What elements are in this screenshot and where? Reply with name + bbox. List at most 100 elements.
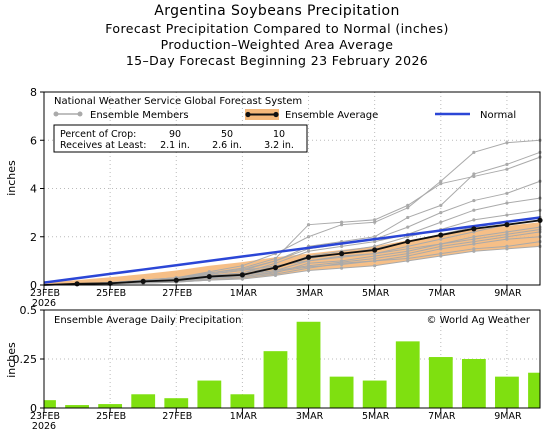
- ensemble-average-point: [405, 238, 411, 245]
- member-point: [406, 259, 410, 263]
- member-point: [505, 167, 509, 171]
- crop-row2-value-1: 2.1 in.: [160, 140, 190, 151]
- daily-bar: [197, 380, 222, 408]
- member-point: [472, 249, 476, 253]
- member-point: [273, 273, 278, 277]
- daily-bar: [164, 398, 189, 408]
- member-point: [406, 254, 410, 258]
- daily-bar: [329, 376, 354, 408]
- ensemble-average-point: [504, 222, 510, 228]
- daily-bar: [131, 394, 156, 408]
- member-point: [306, 249, 311, 253]
- member-point: [373, 244, 377, 248]
- member-point: [207, 278, 211, 282]
- daily-bar: [263, 351, 288, 408]
- member-point: [505, 232, 509, 236]
- member-point: [472, 237, 476, 241]
- top-ytick-label: 2: [30, 231, 37, 244]
- member-point: [240, 268, 244, 273]
- member-point: [505, 237, 509, 241]
- member-point: [472, 218, 476, 222]
- member-point: [406, 225, 410, 229]
- bottom-plot-frame: [43, 309, 541, 409]
- top-xtick-label: 5MAR: [362, 288, 390, 299]
- daily-bar: [461, 359, 486, 408]
- member-point: [373, 235, 377, 239]
- member-point: [439, 179, 443, 183]
- crop-table: Percent of Crop: 90 50 10 Receives at Le…: [53, 124, 308, 153]
- ensemble-average-line: [43, 219, 541, 286]
- top-ytick-label: 4: [30, 183, 37, 196]
- model-label: National Weather Service Global Forecast…: [54, 96, 302, 107]
- member-point: [505, 230, 509, 234]
- daily-bar: [296, 321, 321, 408]
- member-point: [373, 239, 377, 244]
- bottom-xtick-label: 5MAR: [362, 411, 390, 422]
- ensemble-average-point: [206, 273, 212, 280]
- top-xtick-sublabel: 2026: [32, 298, 56, 309]
- top-ytick-label: 8: [30, 86, 37, 99]
- legend-average-label: Ensemble Average: [285, 110, 378, 121]
- member-point: [373, 256, 377, 261]
- legend-members-dot-right: [77, 111, 83, 117]
- member-point: [472, 239, 476, 244]
- daily-bar: [428, 357, 453, 408]
- bottom-xtick-label: 9MAR: [494, 411, 522, 422]
- member-point: [306, 265, 311, 269]
- member-point: [505, 235, 509, 239]
- member-point: [406, 249, 410, 253]
- crop-row1-label: Percent of Crop:: [60, 129, 136, 140]
- daily-bars: [44, 321, 540, 408]
- bottom-ylabel: inches: [5, 342, 18, 378]
- member-point: [273, 259, 278, 263]
- ensemble-average-point: [140, 278, 146, 284]
- legend-members-label: Ensemble Members: [90, 110, 189, 121]
- member-point: [439, 252, 443, 256]
- member-point: [373, 218, 377, 222]
- member-point: [373, 264, 377, 268]
- bottom-ytick-label: 0.25: [13, 353, 38, 366]
- daily-bar: [495, 376, 519, 408]
- member-point: [472, 242, 476, 246]
- member-line: [43, 245, 541, 286]
- member-point: [505, 201, 509, 205]
- member-point: [439, 182, 443, 186]
- daily-bar: [44, 400, 56, 408]
- daily-bar: [98, 404, 123, 408]
- member-point: [373, 252, 377, 256]
- legend-members: Ensemble Members: [53, 110, 189, 121]
- crop-row1-value-3: 10: [273, 129, 285, 140]
- bottom-panel-label: Ensemble Average Daily Precipitation: [54, 315, 241, 326]
- daily-bar: [395, 341, 420, 408]
- chart-titles: Argentina Soybeans Precipitation Forecas…: [0, 2, 554, 69]
- member-point: [373, 254, 377, 258]
- normal-line: [43, 216, 541, 284]
- member-point: [439, 203, 443, 207]
- bottom-xtick-label: 3MAR: [296, 411, 324, 422]
- member-point: [306, 223, 311, 227]
- member-point: [406, 206, 410, 210]
- member-point: [306, 261, 311, 265]
- member-point: [273, 261, 278, 265]
- legend-average-dot-right: [273, 111, 279, 118]
- member-point: [306, 235, 311, 239]
- member-point: [340, 260, 344, 264]
- chart-title: Argentina Soybeans Precipitation: [154, 3, 400, 19]
- member-point: [439, 254, 443, 258]
- member-point: [439, 211, 443, 215]
- ensemble-average-point: [372, 247, 378, 253]
- legend-members-dot-left: [53, 111, 59, 117]
- bottom-xtick-label: 25FEB: [96, 411, 126, 422]
- member-point: [406, 252, 410, 256]
- top-xtick-label: 1MAR: [230, 288, 258, 299]
- ensemble-average-point: [438, 232, 444, 238]
- bottom-xtick-label: 7MAR: [428, 411, 456, 422]
- top-xtick-label: 25FEB: [96, 288, 126, 299]
- legend-normal-label: Normal: [480, 110, 516, 121]
- crop-table-box: [53, 124, 308, 153]
- member-point: [472, 235, 476, 239]
- member-point: [373, 220, 377, 224]
